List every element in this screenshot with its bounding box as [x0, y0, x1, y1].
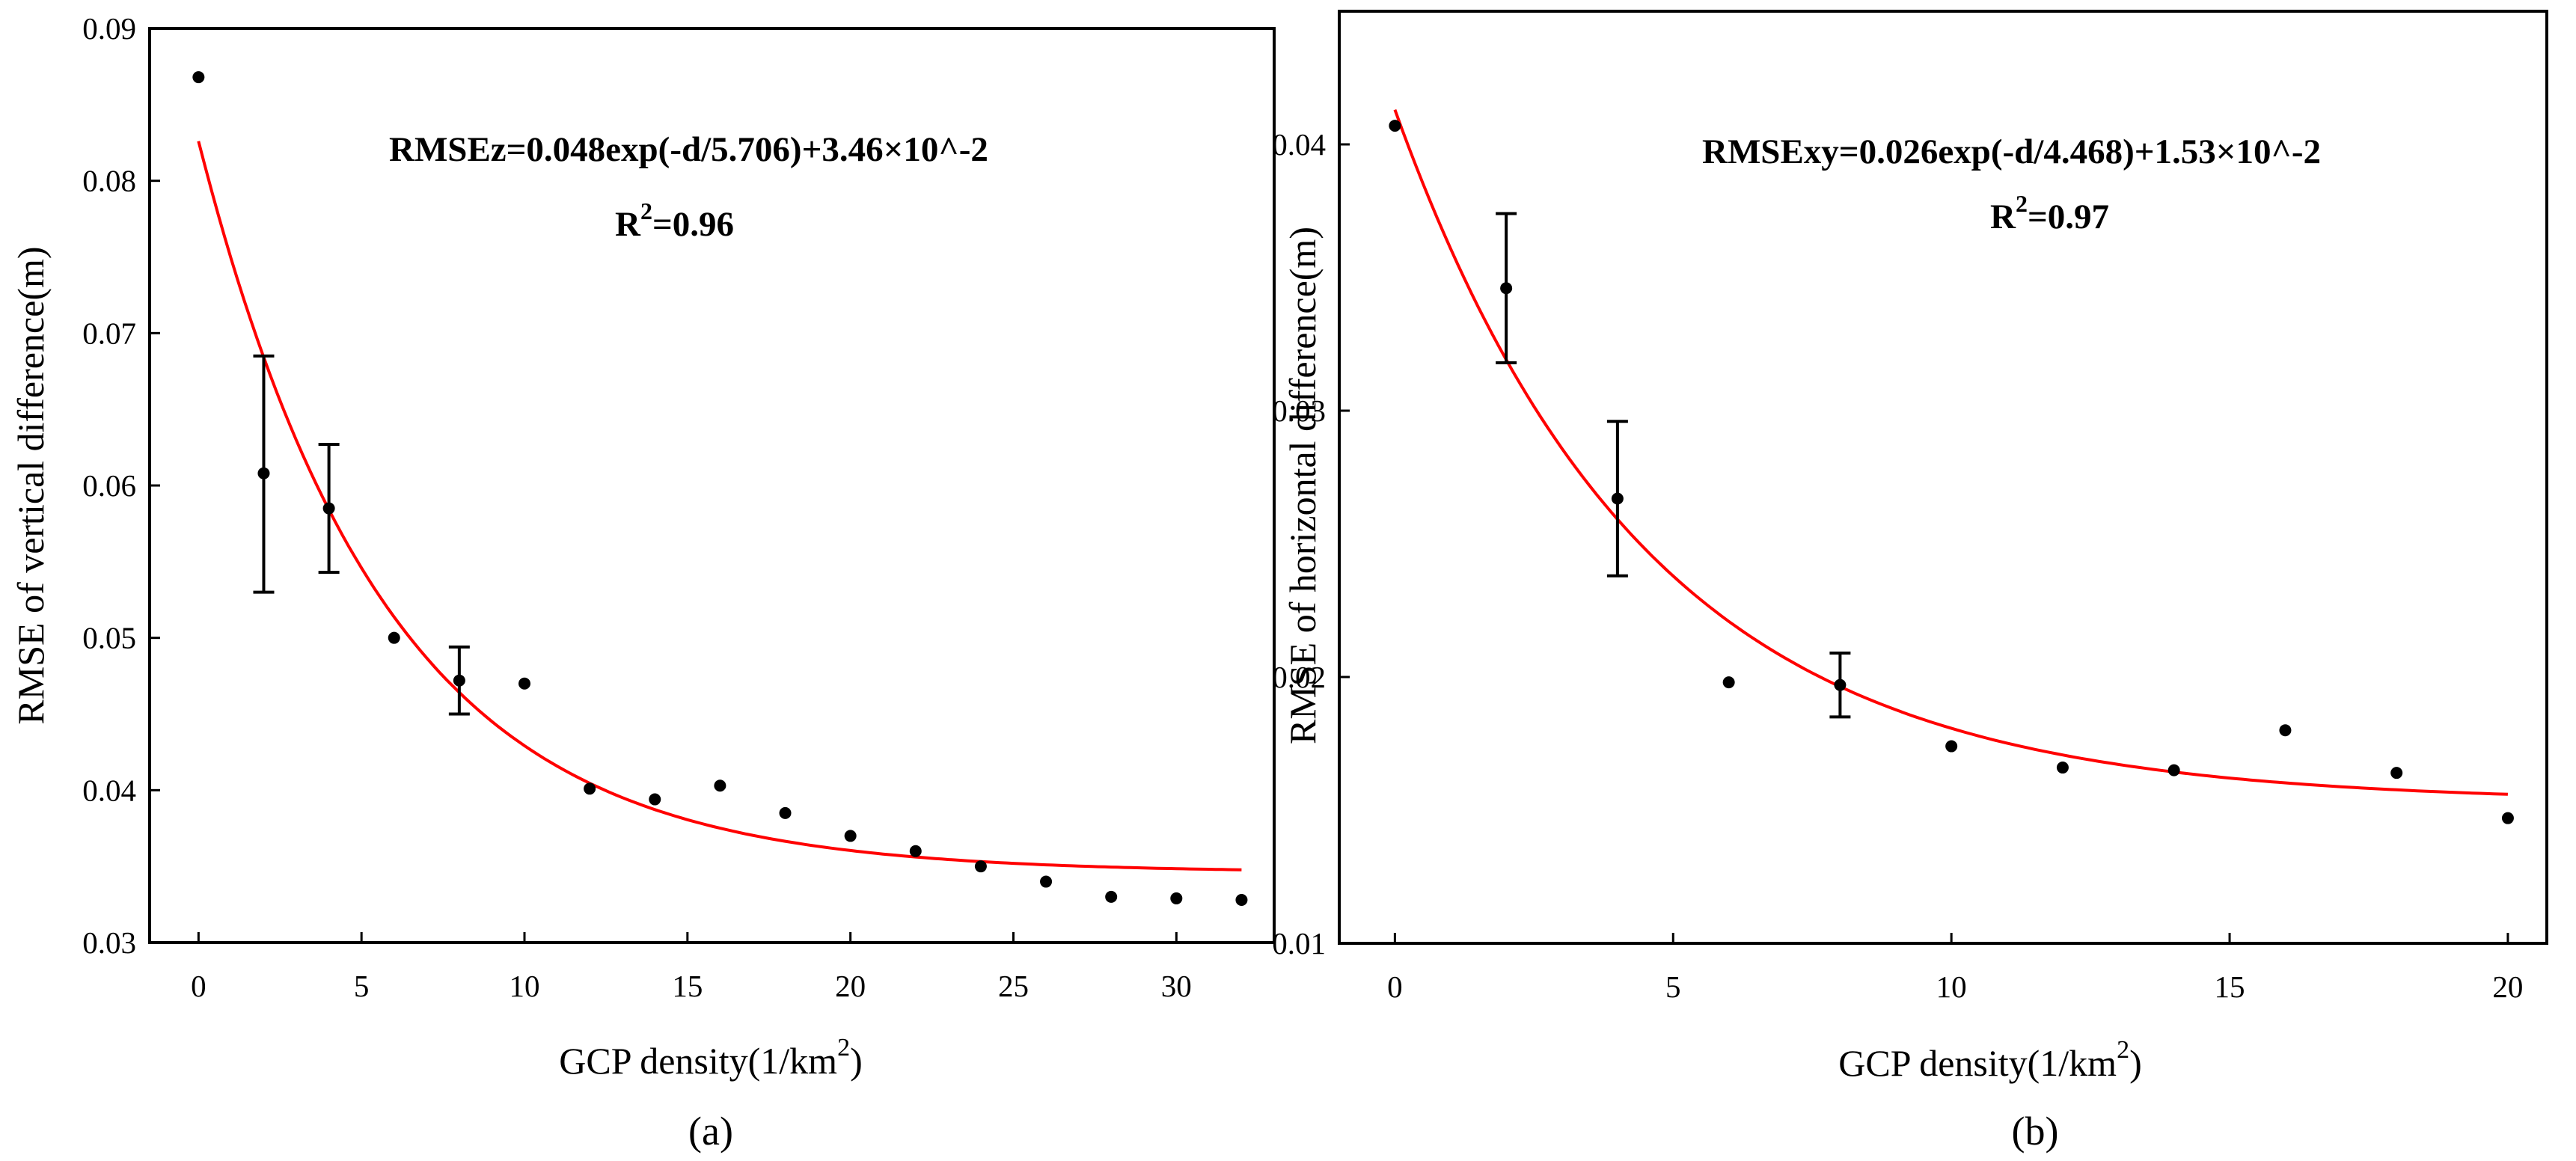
chart-a-y-tick-label: 0.08	[82, 164, 136, 198]
chart-a-data-point	[649, 793, 661, 806]
chart-a-x-axis: 0 5 10 15 20 25 30	[191, 932, 1192, 1003]
chart-a-x-tick-label: 20	[835, 969, 866, 1003]
chart-b-data-point	[2501, 812, 2514, 824]
chart-b-data-point	[1722, 676, 1735, 689]
chart-a-x-tick-label: 30	[1161, 969, 1192, 1003]
chart-b-x-label: GCP density(1/km2)	[1838, 1036, 2141, 1084]
chart-b-error-bars	[1496, 212, 1851, 719]
chart-b-y-tick-label: 0.03	[1272, 393, 1326, 428]
chart-b-data-point	[2167, 764, 2180, 776]
chart-b-x-tick-label: 0	[1387, 969, 1403, 1004]
chart-a-equation: RMSEz=0.048exp(-d/5.706)+3.46×10^-2	[389, 130, 988, 169]
chart-b-x-axis: 0 5 10 15 20	[1387, 933, 2523, 1004]
chart-a-data-point	[257, 467, 270, 480]
chart-b-x-tick-label: 5	[1665, 969, 1681, 1004]
chart-b-data-point	[2056, 762, 2069, 774]
chart-b-data-point	[1611, 492, 1624, 505]
chart-b-x-tick-label: 10	[1936, 969, 1967, 1004]
chart-a-y-tick-label: 0.06	[82, 468, 136, 503]
chart-b-x-tick-label: 20	[2492, 969, 2523, 1004]
chart-b-data-point	[1945, 740, 1958, 753]
chart-b-points	[1389, 120, 2514, 824]
chart-a-y-tick-label: 0.05	[82, 621, 136, 655]
chart-a-x-label: GCP density(1/km2)	[559, 1034, 862, 1082]
chart-a-data-point	[584, 782, 596, 795]
chart-a-data-point	[1040, 875, 1053, 888]
chart-a-r-squared: R2=0.96	[615, 197, 734, 244]
chart-a-x-tick-label: 10	[510, 969, 540, 1003]
chart-a-panel-label: (a)	[688, 1109, 733, 1154]
chart-a-data-point	[1170, 892, 1183, 904]
chart-b-r-squared: R2=0.97	[1990, 190, 2109, 236]
chart-a-y-tick-label: 0.03	[82, 925, 136, 960]
chart-b-y-tick-label: 0.01	[1272, 926, 1326, 961]
chart-a-data-point	[909, 845, 922, 857]
chart-b-y-label: RMSE of horizontal difference(m)	[1282, 227, 1324, 744]
chart-a-points	[192, 71, 1248, 906]
chart-a-y-tick-label: 0.04	[82, 773, 136, 807]
chart-b: 0 5 10 15 20 0.01 0.02 0.03 0.04 RMSExy=0.026ex…	[1272, 10, 2548, 1154]
chart-a-data-point	[453, 674, 465, 687]
chart-a-x-tick-label: 15	[672, 969, 703, 1003]
chart-a-error-bars	[253, 354, 470, 716]
chart-a-data-point	[779, 806, 792, 819]
chart-a-fit-curve	[197, 141, 1242, 871]
chart-b-equation: RMSExy=0.026exp(-d/4.468)+1.53×10^-2	[1702, 132, 2321, 171]
chart-b-fit-curve	[1393, 109, 2508, 796]
chart-a-y-tick-label: 0.07	[82, 316, 136, 350]
chart-b-x-tick-label: 15	[2215, 969, 2245, 1004]
chart-a-data-point	[1105, 890, 1118, 903]
chart-a-data-point	[322, 502, 335, 515]
chart-a-data-point	[1235, 893, 1248, 906]
chart-a-data-point	[974, 860, 987, 873]
chart-b-y-tick-label: 0.02	[1272, 660, 1326, 694]
chart-a-data-point	[714, 779, 726, 792]
chart-a-x-tick-label: 5	[354, 969, 370, 1003]
chart-a-x-tick-label: 25	[998, 969, 1029, 1003]
chart-b-data-point	[1834, 678, 1847, 691]
chart-a-y-tick-label: 0.09	[82, 11, 136, 46]
chart-b-data-point	[2390, 767, 2403, 779]
chart-b-data-point	[1389, 120, 1401, 132]
chart-a-data-point	[518, 677, 530, 690]
chart-a-data-point	[388, 631, 400, 644]
chart-a-y-axis: 0.03 0.04 0.05 0.06 0.07 0.08 0.09	[82, 11, 160, 960]
chart-a-x-tick-label: 0	[191, 969, 206, 1003]
chart-a-y-label: RMSE of vertical difference(m)	[10, 246, 52, 724]
chart-b-data-point	[2279, 724, 2292, 737]
chart-b-y-tick-label: 0.04	[1272, 127, 1326, 162]
chart-b-frame	[1338, 10, 2548, 945]
chart-b-y-axis: 0.01 0.02 0.03 0.04	[1272, 127, 1350, 961]
chart-b-data-point	[1500, 282, 1513, 295]
chart-b-panel-label: (b)	[2012, 1109, 2059, 1154]
chart-a-data-point	[192, 71, 205, 84]
chart-a: 0 5 10 15 20 25 30 0.030.040.050.060.070.080.0…	[10, 11, 1276, 1154]
chart-a-data-point	[844, 830, 857, 842]
